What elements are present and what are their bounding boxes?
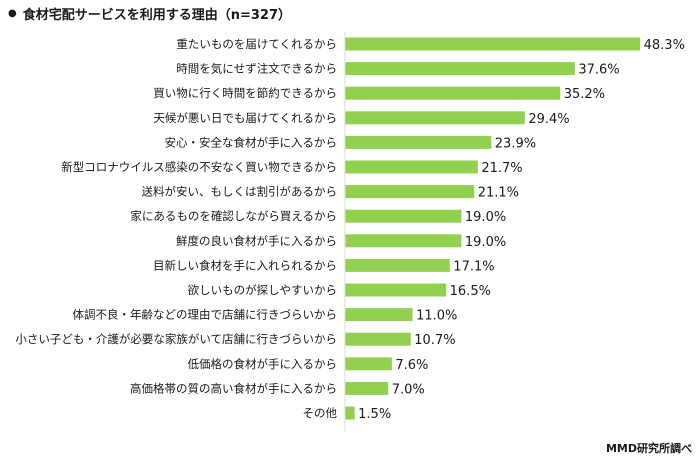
category-label: 安心・安全な食材が手に入るから	[165, 135, 338, 149]
bullet-icon: ●	[8, 7, 17, 19]
value-label: 23.9%	[495, 136, 536, 151]
value-label: 21.1%	[478, 186, 519, 201]
value-label: 29.4%	[528, 112, 569, 127]
value-label: 19.0%	[465, 235, 506, 250]
bar	[345, 308, 413, 322]
category-label: 重たいものを届けてくれるから	[176, 37, 337, 51]
bar	[345, 135, 492, 149]
bar	[345, 160, 478, 174]
chart-title: 食材宅配サービスを利用する理由（n=327）	[22, 7, 292, 23]
value-label: 16.5%	[450, 284, 491, 299]
bar	[345, 86, 561, 100]
bar	[345, 357, 392, 371]
value-label: 7.0%	[392, 382, 425, 397]
category-label: 送料が安い、もしくは割引があるから	[142, 185, 338, 199]
source-note: MMD研究所調べ	[605, 442, 692, 455]
category-label: 買い物に行く時間を節約できるから	[153, 86, 337, 100]
bar	[345, 234, 462, 248]
value-label: 21.7%	[481, 161, 522, 176]
category-label: 家にあるものを確認しながら買えるから	[130, 209, 337, 223]
category-label: 天候が悪い日でも届けてくれるから	[153, 111, 337, 125]
value-label: 37.6%	[578, 63, 619, 78]
bar	[345, 258, 450, 272]
category-label: 新型コロナウイルス感染の不安なく買い物できるから	[61, 160, 337, 174]
category-label: 高価格帯の質の高い食材が手に入るから	[130, 381, 337, 395]
bar	[345, 209, 462, 223]
category-label: 小さい子ども・介護が必要な家族がいて店舗に行きづらいから	[15, 332, 337, 346]
category-label: 鮮度の良い食材が手に入るから	[176, 234, 337, 248]
bar	[345, 62, 575, 76]
bar	[345, 332, 411, 346]
value-label: 48.3%	[644, 38, 685, 53]
chart-title-row: ● 食材宅配サービスを利用する理由（n=327）	[8, 2, 291, 24]
category-label: 体調不良・年齢などの理由で店舗に行きづらいから	[73, 308, 338, 322]
value-label: 17.1%	[453, 259, 494, 274]
category-label: その他	[303, 406, 338, 420]
category-label: 欲しいものが探しやすいから	[188, 283, 337, 297]
category-label: 時間を気にせず注文できるから	[176, 62, 337, 76]
value-label: 19.0%	[465, 210, 506, 225]
bar	[345, 111, 525, 125]
bar	[345, 283, 447, 297]
value-label: 35.2%	[564, 87, 605, 102]
bar	[345, 381, 389, 395]
category-label: 低価格の食材が手に入るから	[188, 357, 338, 371]
bar	[345, 37, 641, 51]
value-label: 11.0%	[416, 309, 457, 324]
value-label: 7.6%	[395, 358, 428, 373]
value-label: 1.5%	[358, 407, 391, 422]
category-label: 目新しい食材を手に入れられるから	[153, 258, 337, 272]
value-label: 10.7%	[414, 333, 455, 348]
bar	[345, 185, 475, 199]
bar	[345, 406, 355, 420]
